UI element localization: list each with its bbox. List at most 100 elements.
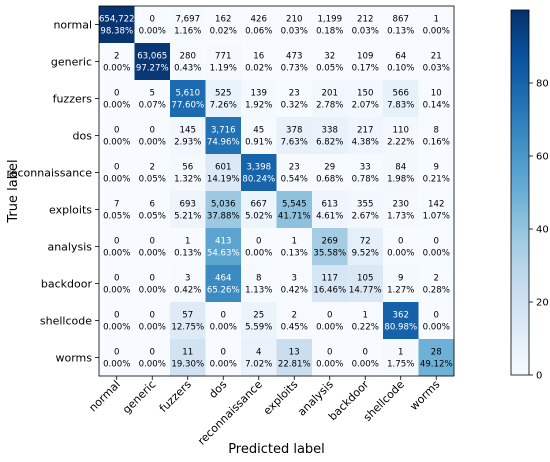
cell-percent-label: 0.42% [281,286,308,296]
heatmap-cell [205,6,242,44]
cell-count-label: 0 [363,348,368,358]
heatmap-cell [383,265,419,303]
cell-count-label: 142 [428,200,444,210]
cell-percent-label: 1.19% [210,64,237,74]
cell-percent-label: 54.63% [207,249,240,259]
y-tick-label: normal [53,19,92,32]
x-tick-label: worms [407,378,442,413]
cell-count-label: 0 [114,348,119,358]
cell-percent-label: 0.00% [316,360,343,370]
cell-count-label: 109 [357,52,373,62]
heatmap-cell [312,228,348,266]
cell-count-label: 110 [393,126,409,136]
cell-count-label: 378 [286,126,302,136]
cell-count-label: 3 [292,274,297,284]
heatmap-cell [312,265,348,303]
cell-count-label: 601 [215,163,231,173]
cell-count-label: 771 [215,52,231,62]
cell-count-label: 105 [357,274,373,284]
cell-count-label: 338 [322,126,338,136]
cell-percent-label: 9.52% [352,249,379,259]
heatmap-cell [99,191,135,229]
cell-percent-label: 0.00% [103,138,130,148]
cell-count-label: 217 [357,126,373,136]
cell-percent-label: 0.03% [281,27,308,37]
heatmap-cell [312,117,348,155]
cell-count-label: 32 [324,52,335,62]
cell-count-label: 10 [431,89,442,99]
y-tick-label: dos [73,130,93,143]
cell-count-label: 654,722 [99,15,135,25]
cell-percent-label: 1.07% [423,212,450,222]
cell-count-label: 150 [357,89,373,99]
heatmap-cell [383,302,419,340]
heatmap-cell [418,6,455,44]
cell-percent-label: 80.98% [384,323,417,333]
heatmap-cell [383,154,419,192]
heatmap-cell [418,80,455,118]
heatmap-cell [312,302,348,340]
heatmap-cell [347,43,384,81]
cell-percent-label: 65.26% [207,286,240,296]
cell-percent-label: 0.28% [423,286,450,296]
cell-percent-label: 1.73% [387,212,414,222]
cell-percent-label: 35.58% [313,249,346,259]
cell-percent-label: 0.78% [352,175,379,185]
heatmap-cell [170,302,206,340]
cell-percent-label: 7.63% [281,138,308,148]
cell-percent-label: 0.00% [245,249,272,259]
heatmap-cell [134,6,171,44]
cell-percent-label: 0.00% [352,360,379,370]
heatmap-cell [170,43,206,81]
heatmap-cell [134,339,171,377]
heatmap-cell [347,117,384,155]
cell-count-label: 0 [114,126,119,136]
cell-count-label: 0 [398,237,403,247]
heatmap-cell [418,154,455,192]
cell-percent-label: 0.42% [174,286,201,296]
heatmap-cell [205,339,242,377]
cell-count-label: 25 [253,311,264,321]
cell-percent-label: 1.92% [245,101,272,111]
cell-percent-label: 0.00% [139,360,166,370]
cell-percent-label: 0.03% [423,64,450,74]
heatmap-cell [276,117,313,155]
heatmap-cell [99,265,135,303]
x-tick-label: generic [120,378,158,416]
heatmap-cell [134,191,171,229]
x-axis-label: Predicted label [228,442,325,457]
cell-count-label: 4 [256,348,261,358]
heatmap-cell [205,80,242,118]
cell-percent-label: 0.00% [139,138,166,148]
cell-count-label: 0 [150,348,155,358]
heatmap-cell [418,302,455,340]
cell-count-label: 33 [360,163,371,173]
y-tick-label: analysis [47,241,92,254]
heatmap-cell [134,302,171,340]
heatmap-cell [241,302,277,340]
cell-count-label: 2 [114,52,119,62]
cell-percent-label: 1.13% [245,286,272,296]
x-tick-label: normal [86,378,122,414]
heatmap-cell [418,339,455,377]
cell-count-label: 145 [180,126,196,136]
heatmap-cell [312,43,348,81]
heatmap-cell [241,117,277,155]
cell-count-label: 0 [114,237,119,247]
heatmap-cell [347,191,384,229]
heatmap-cell [312,191,348,229]
heatmap-cell [99,302,135,340]
cell-count-label: 3,398 [246,163,271,173]
cell-percent-label: 0.00% [139,323,166,333]
heatmap-cell [205,265,242,303]
heatmap-cell [134,80,171,118]
cell-count-label: 3,716 [211,126,236,136]
cell-count-label: 0 [221,311,226,321]
heatmap-cell [276,302,313,340]
cell-percent-label: 5.02% [245,212,272,222]
cell-percent-label: 0.00% [103,249,130,259]
heatmap-cell [99,228,135,266]
heatmap-cell [347,265,384,303]
y-tick-label: reconnaissance [6,167,92,180]
